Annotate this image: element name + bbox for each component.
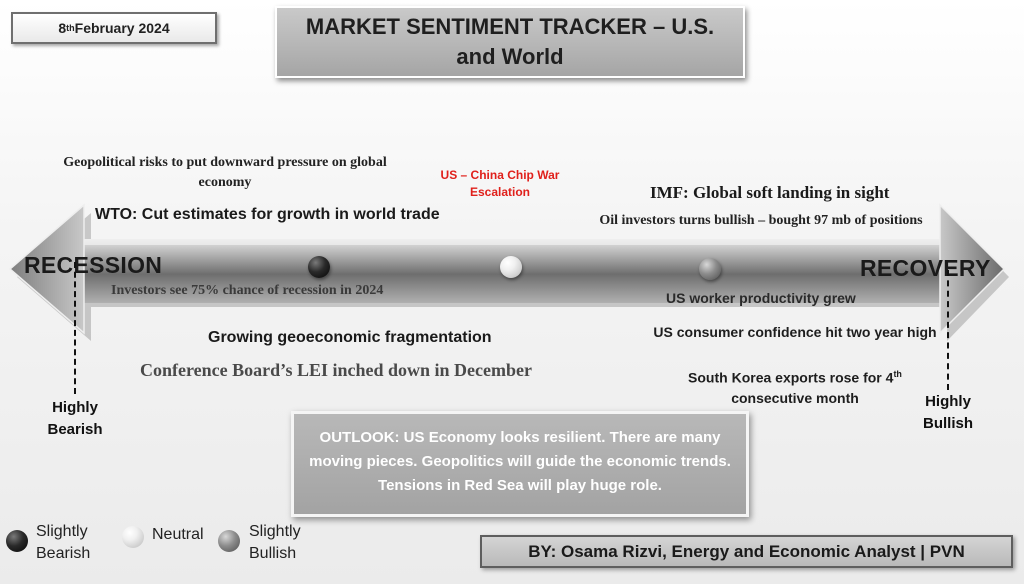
right-dashed-marker bbox=[947, 270, 949, 390]
date-rest: February 2024 bbox=[74, 20, 170, 36]
news-confidence: US consumer confidence hit two year high bbox=[653, 324, 937, 340]
news-productivity: US worker productivity grew bbox=[666, 290, 856, 306]
news-lei: Conference Board’s LEI inched down in De… bbox=[140, 360, 532, 380]
news-oil: Oil investors turns bullish – bought 97 … bbox=[599, 213, 923, 228]
highly-bullish-label: Highly Bullish bbox=[922, 393, 973, 432]
news-chip-war: US – China Chip War Escalation bbox=[440, 168, 560, 199]
neutral-marker bbox=[500, 256, 522, 278]
page-title-text: MARKET SENTIMENT TRACKER – U.S. and Worl… bbox=[305, 14, 715, 69]
news-fragmentation: Growing geoeconomic fragmentation bbox=[208, 329, 492, 346]
news-investors: Investors see 75% chance of recession in… bbox=[111, 283, 384, 298]
page-title: MARKET SENTIMENT TRACKER – U.S. and Worl… bbox=[275, 6, 745, 78]
dark-ball-icon bbox=[6, 530, 28, 552]
recovery-label: RECOVERY bbox=[860, 255, 991, 281]
left-dashed-marker bbox=[74, 262, 76, 394]
news-korea: South Korea exports rose for 4th consecu… bbox=[688, 369, 902, 406]
recession-label: RECESSION bbox=[24, 252, 163, 278]
date-day: 8 bbox=[58, 20, 67, 36]
slightly-bullish-marker bbox=[699, 258, 721, 280]
legend-slightly-bearish: Slightly Bearish bbox=[36, 523, 91, 562]
news-geopolitical: Geopolitical risks to put downward press… bbox=[63, 155, 387, 190]
legend-neutral: Neutral bbox=[152, 526, 204, 543]
outlook-box: OUTLOOK: US Economy looks resilient. The… bbox=[291, 411, 749, 517]
highly-bearish-label: Highly Bearish bbox=[47, 399, 103, 438]
news-wto: WTO: Cut estimates for growth in world t… bbox=[95, 206, 440, 223]
slightly-bearish-marker bbox=[308, 256, 330, 278]
byline: BY: Osama Rizvi, Energy and Economic Ana… bbox=[480, 535, 1013, 568]
mid-ball-icon bbox=[218, 530, 240, 552]
legend-slightly-bullish: Slightly Bullish bbox=[249, 523, 301, 562]
light-ball-icon bbox=[122, 526, 144, 548]
news-imf: IMF: Global soft landing in sight bbox=[650, 183, 890, 202]
